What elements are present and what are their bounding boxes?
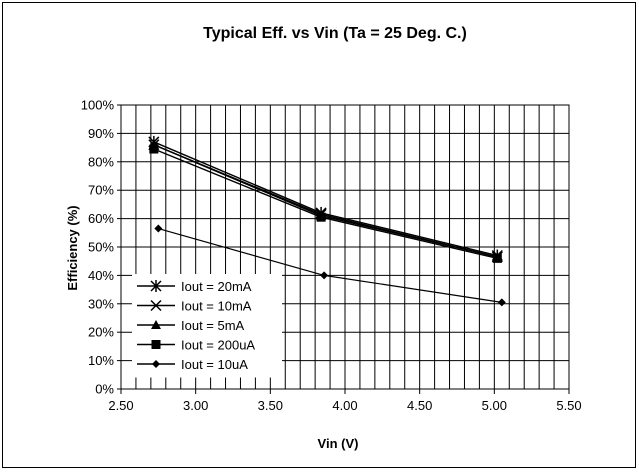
x-tick-label: 2.50: [108, 398, 133, 413]
y-tick-label: 20%: [88, 325, 114, 340]
chart-frame: [2, 2, 636, 468]
legend-label: Iout = 20mA: [181, 279, 252, 294]
x-tick-label: 4.50: [407, 398, 432, 413]
legend-marker-square: [151, 340, 161, 349]
legend-label: Iout = 200uA: [181, 338, 255, 353]
x-axis-title: Vin (V): [318, 436, 359, 451]
legend-marker-triangle: [151, 320, 161, 329]
y-tick-label: 60%: [88, 211, 114, 226]
legend-entry: Iout = 20mA: [137, 279, 252, 294]
y-tick-label: 70%: [88, 183, 114, 198]
x-tick-label: 4.00: [332, 398, 357, 413]
legend-marker-x: [150, 299, 162, 312]
legend-entry: Iout = 200uA: [137, 338, 255, 353]
y-tick-label: 100%: [81, 98, 115, 113]
data-point-square: [492, 253, 502, 263]
chart-title: Typical Eff. vs Vin (Ta = 25 Deg. C.): [203, 25, 467, 42]
x-tick-label: 3.00: [183, 398, 208, 413]
data-point-diamond: [320, 271, 329, 280]
plot-area-border: [120, 104, 570, 390]
y-axis-title: Efficiency (%): [65, 205, 80, 290]
x-tick-label: 5.00: [482, 398, 507, 413]
series-lines: [148, 135, 506, 307]
series-line: [153, 141, 498, 257]
legend-label: Iout = 10uA: [181, 357, 248, 372]
x-tick-label: 3.50: [258, 398, 283, 413]
axes: 0% 10% 20% 30% 40% 50% 60% 70% 80% 90% 100% 2.50 3.0…: [81, 98, 582, 414]
data-point-diamond: [154, 224, 163, 233]
y-tick-label: 0%: [95, 382, 114, 397]
data-point-diamond: [497, 298, 506, 307]
legend-label: Iout = 10mA: [181, 299, 252, 314]
x-tick-label: 5.50: [556, 398, 581, 413]
legend-marker-diamond: [152, 360, 160, 368]
series-5: [154, 224, 506, 307]
y-tick-label: 50%: [88, 240, 114, 255]
y-tick-label: 40%: [88, 268, 114, 283]
y-tick-label: 30%: [88, 296, 114, 311]
legend-entry: Iout = 10mA: [137, 299, 252, 314]
legend: Iout = 20mA Iout = 10mA Iout = 5mA Iout = 2…: [132, 274, 282, 378]
y-tick-label: 10%: [88, 353, 114, 368]
data-point-square: [149, 144, 159, 154]
y-tick-label: 80%: [88, 154, 114, 169]
data-point-square: [316, 212, 326, 222]
series-4: [149, 144, 502, 263]
legend-entry: Iout = 10uA: [137, 357, 248, 372]
legend-entry: Iout = 5mA: [137, 318, 245, 333]
legend-label: Iout = 5mA: [181, 318, 245, 333]
y-tick-label: 90%: [88, 126, 114, 141]
